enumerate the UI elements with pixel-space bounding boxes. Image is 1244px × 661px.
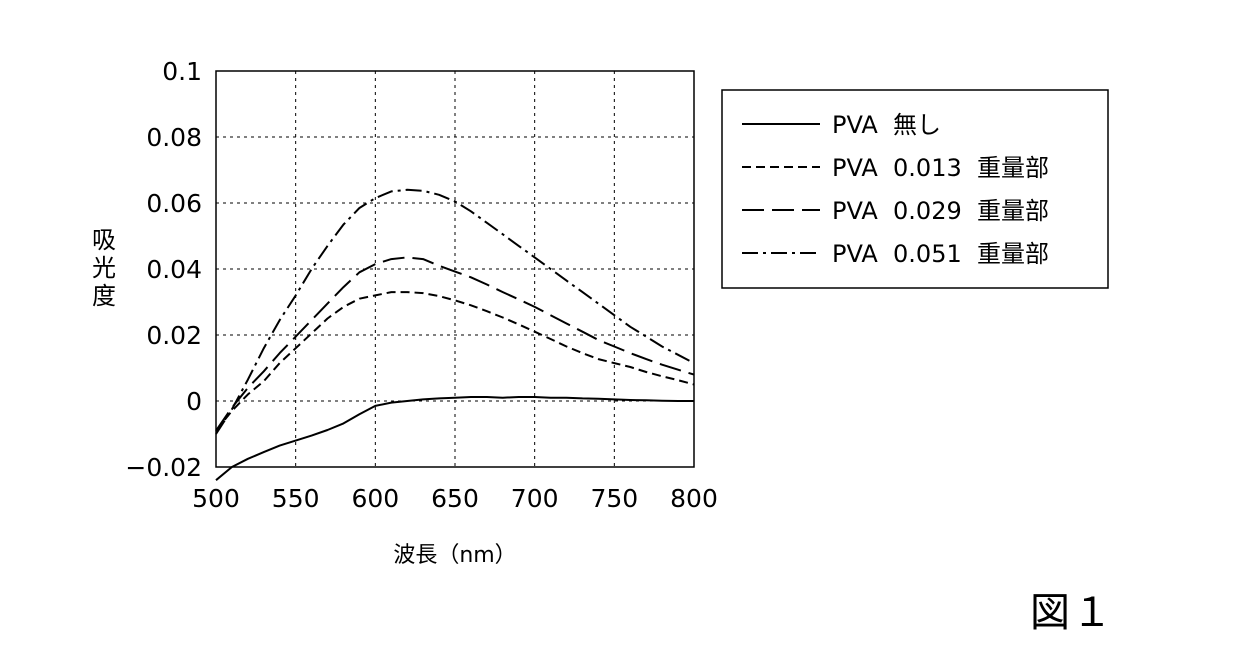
x-tick-label: 650 [431, 484, 479, 513]
x-tick-label: 700 [511, 484, 559, 513]
legend: PVA 無し PVA 0.013 重量部 PVA 0.029 重量部 PVA 0.05… [721, 89, 1109, 289]
y-axis-label-char: 吸 [92, 226, 116, 254]
x-tick-label: 800 [670, 484, 718, 513]
legend-label: PVA 0.029 重量部 [832, 197, 1049, 225]
y-tick-label: −0.02 [125, 453, 202, 482]
y-axis: −0.02 0 0.02 0.04 0.06 0.08 0.1 [125, 57, 202, 482]
y-tick-label: 0 [186, 387, 202, 416]
figure-label: 図１ [1030, 590, 1114, 636]
y-axis-label: 吸光度 [92, 226, 116, 310]
legend-label: PVA 0.013 重量部 [832, 154, 1049, 182]
x-tick-label: 500 [192, 484, 240, 513]
y-tick-label: 0.1 [162, 57, 202, 86]
legend-label: PVA 0.051 重量部 [832, 240, 1049, 268]
series-line-2 [215, 291, 695, 432]
legend-label: PVA 無し [832, 111, 941, 139]
plot-area [215, 70, 695, 468]
x-axis-label: 波長（nm） [393, 543, 516, 568]
series-line-4 [215, 188, 695, 435]
x-tick-label: 550 [272, 484, 320, 513]
series-line-3 [215, 256, 695, 432]
y-tick-label: 0.08 [146, 123, 202, 152]
x-tick-label: 600 [351, 484, 399, 513]
y-axis-label-char: 光 [92, 254, 116, 282]
y-axis-label-char: 度 [92, 282, 116, 310]
grid [216, 71, 694, 467]
series-line-1 [215, 396, 694, 481]
series-layer [215, 188, 695, 481]
y-tick-label: 0.04 [146, 255, 202, 284]
x-axis: 500 550 600 650 700 750 800 [192, 484, 718, 513]
x-tick-label: 750 [590, 484, 638, 513]
y-tick-label: 0.06 [146, 189, 202, 218]
y-tick-label: 0.02 [146, 321, 202, 350]
